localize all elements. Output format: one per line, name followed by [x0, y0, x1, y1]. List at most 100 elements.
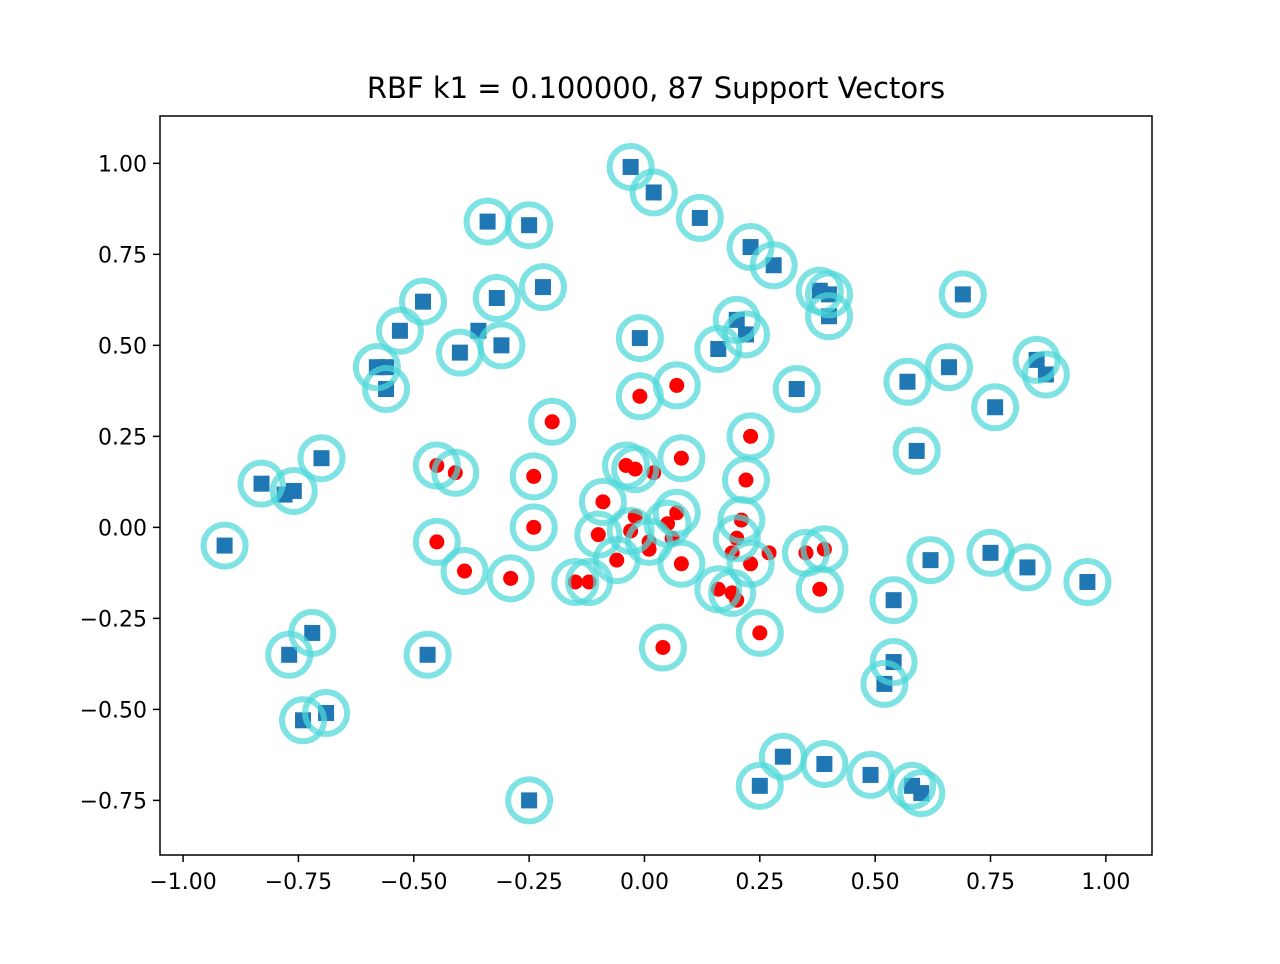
support-vector-ring	[265, 630, 314, 679]
support-vector-ring	[860, 659, 909, 708]
support-vector-ring	[412, 517, 461, 566]
square-point	[622, 158, 639, 175]
x-tick-label: −0.50	[380, 870, 447, 895]
support-vector-ring	[431, 448, 480, 497]
square-point	[751, 777, 768, 794]
square-point	[774, 748, 791, 765]
y-tick-label: 0.00	[98, 516, 147, 541]
square-point	[885, 592, 902, 609]
plot-area	[200, 142, 1112, 825]
support-vector-ring	[302, 689, 351, 738]
square-point	[451, 344, 468, 361]
support-vector-ring	[657, 434, 706, 483]
support-vector-ring	[269, 466, 318, 515]
axes-frame	[159, 115, 1153, 856]
support-vector-ring	[472, 274, 521, 323]
square-point	[862, 766, 879, 783]
circle-point	[457, 563, 473, 579]
support-vector-ring	[749, 241, 798, 290]
square-point	[493, 337, 510, 354]
circle-point	[581, 574, 597, 590]
circle-point	[673, 450, 689, 466]
support-vector-ring	[772, 365, 821, 414]
y-tick-label: 0.50	[98, 334, 147, 359]
square-point	[913, 785, 930, 802]
support-vector-ring	[200, 521, 249, 570]
circle-point	[655, 639, 671, 655]
support-vector-ring	[403, 630, 452, 679]
circle-point	[567, 574, 583, 590]
support-vector-ring	[652, 488, 701, 537]
support-vector-ring	[398, 277, 447, 326]
support-vector-ring	[883, 357, 932, 406]
circle-point	[812, 581, 828, 597]
circle-point	[609, 552, 625, 568]
square-point	[710, 340, 727, 357]
circle-point	[503, 570, 519, 586]
support-vector-ring	[652, 361, 701, 410]
support-vector-ring	[565, 557, 614, 606]
square-point	[313, 450, 330, 467]
support-vector-ring	[805, 270, 854, 319]
circle-point	[738, 472, 754, 488]
support-vector-ring	[1003, 543, 1052, 592]
support-vector-ring	[505, 201, 554, 250]
circle-point	[526, 519, 542, 535]
circle-point	[752, 625, 768, 641]
square-point	[631, 330, 648, 347]
support-vector-ring	[869, 576, 918, 625]
support-vector-ring	[708, 568, 757, 617]
support-vector-ring	[897, 769, 946, 818]
support-vector-ring	[938, 270, 987, 319]
x-tick-label: −0.75	[265, 870, 332, 895]
square-point	[391, 322, 408, 339]
support-vector-ring	[638, 623, 687, 672]
support-vector-ring	[717, 496, 766, 545]
support-vector-ring	[1021, 350, 1070, 399]
x-tick-label: −0.25	[495, 870, 562, 895]
support-vector-ring	[735, 761, 784, 810]
support-vector-ring	[362, 365, 411, 414]
circle-point	[526, 468, 542, 484]
circle-point	[673, 556, 689, 572]
square-point	[414, 293, 431, 310]
support-vector-ring	[906, 536, 955, 585]
support-vector-ring	[657, 539, 706, 588]
support-vector-ring	[675, 193, 724, 242]
support-vector-ring	[352, 343, 401, 392]
square-point	[908, 442, 925, 459]
support-vector-ring	[611, 445, 660, 494]
circle-point	[429, 534, 445, 550]
support-vector-ring	[888, 761, 937, 810]
support-vector-ring	[237, 459, 286, 508]
x-tick-label: 0.50	[851, 870, 900, 895]
square-point	[940, 359, 957, 376]
support-vector-ring	[1063, 557, 1112, 606]
x-tick-label: 0.25	[735, 870, 784, 895]
support-vector-ring	[551, 557, 600, 606]
y-axis: 1.00 0.75 0.50 0.25 0.00 −0.25 −0.50 −0.75	[80, 152, 160, 814]
support-vector-ring	[735, 608, 784, 657]
y-tick-label: −0.75	[80, 789, 147, 814]
support-vector-ring	[486, 554, 535, 603]
support-vector-ring	[505, 776, 554, 825]
circle-point	[627, 461, 643, 477]
square-point	[788, 381, 805, 398]
support-vector-ring	[578, 477, 627, 526]
y-tick-label: −0.25	[80, 607, 147, 632]
support-vector-ring	[694, 324, 743, 373]
support-vector-ring	[800, 739, 849, 788]
square-point	[521, 217, 538, 234]
chart-title: RBF k1 = 0.100000, 87 Support Vectors	[367, 71, 945, 105]
y-tick-label: 1.00	[98, 152, 147, 177]
square-point	[304, 624, 321, 641]
circle-point	[632, 388, 648, 404]
circle-point	[595, 494, 611, 510]
support-vector-ring	[629, 168, 678, 217]
circle-point	[743, 428, 759, 444]
square-point	[691, 209, 708, 226]
square-point	[982, 544, 999, 561]
support-vector-ring	[435, 328, 484, 377]
square-point	[816, 755, 833, 772]
